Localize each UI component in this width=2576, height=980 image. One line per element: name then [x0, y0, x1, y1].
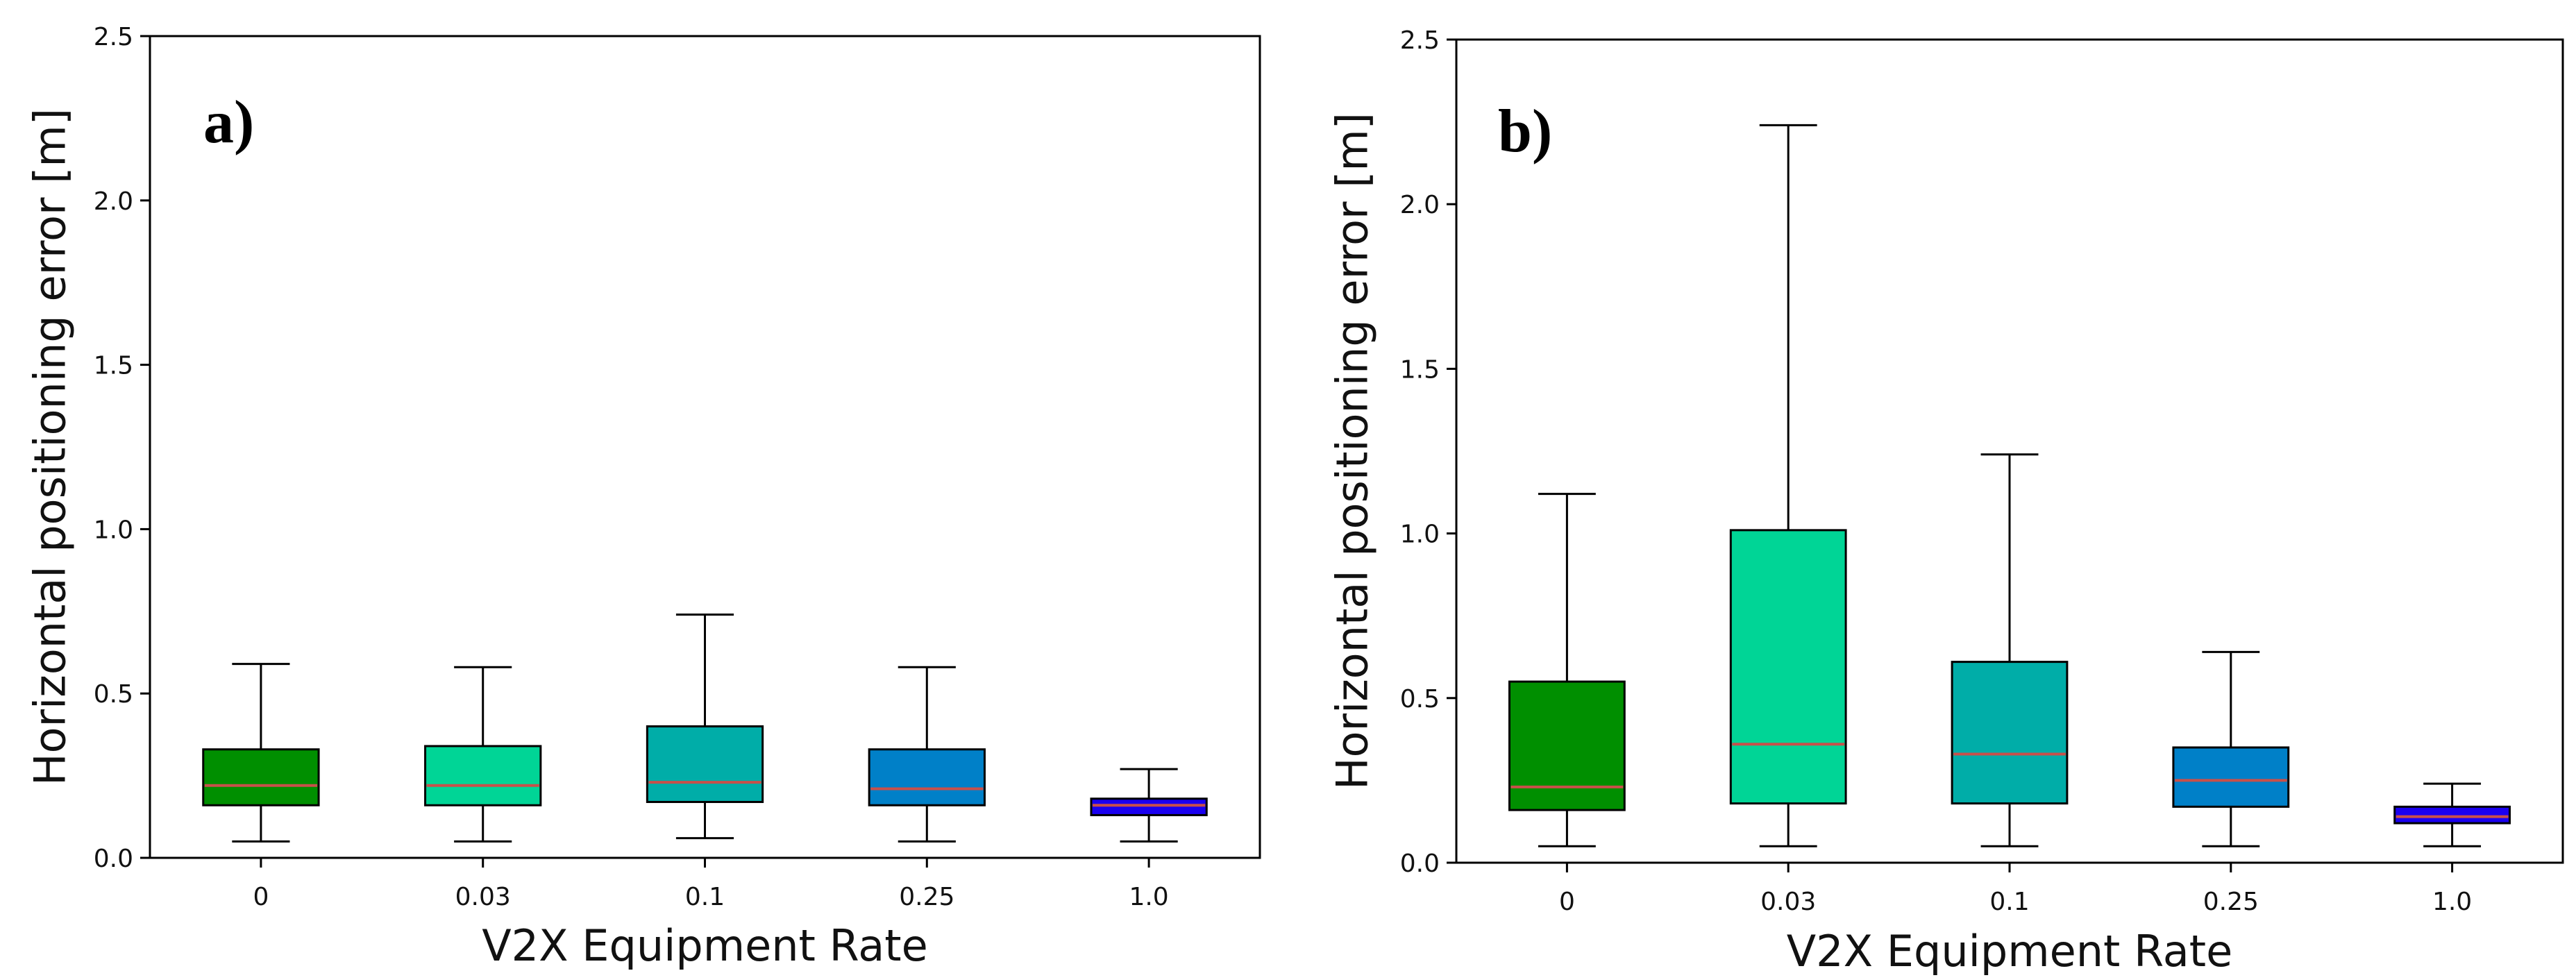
x-axis-label: V2X Equipment Rate — [1787, 926, 2232, 977]
box-0 — [1508, 493, 1626, 847]
box-marks — [202, 614, 1208, 843]
x-tick-label: 0.1 — [685, 883, 725, 911]
y-tick-label: 2.5 — [1400, 26, 1440, 55]
y-tick-label: 1.5 — [1400, 355, 1440, 384]
panel-label: b) — [1498, 98, 1552, 165]
box-body — [1090, 797, 1208, 816]
y-tick-label: 2.5 — [94, 23, 133, 51]
box-0.1 — [646, 614, 764, 840]
box-0.03 — [424, 666, 542, 843]
box-body — [646, 725, 764, 803]
axis-ticks: 0.0 0.5 1.0 1.5 2.0 2.5 0 0.03 0.1 0.25 1.0 — [94, 23, 1169, 911]
y-tick-label: 1.5 — [94, 352, 133, 380]
box-body — [2393, 805, 2511, 825]
y-tick-label: 0.0 — [94, 845, 133, 873]
box-body — [1729, 529, 1847, 805]
axis-ticks: 0.0 0.5 1.0 1.5 2.0 2.5 0 0.03 0.1 0.25 1.0 — [1400, 26, 2472, 916]
panel-label: a) — [203, 89, 254, 156]
y-tick-label: 0.5 — [94, 680, 133, 709]
box-0.25 — [868, 666, 986, 843]
box-body — [424, 745, 542, 806]
box-body — [868, 748, 986, 806]
x-tick-label: 0.1 — [1989, 888, 2029, 916]
box-body — [2172, 746, 2290, 808]
box-0.25 — [2172, 650, 2290, 847]
x-tick-label: 0.25 — [899, 883, 954, 911]
y-tick-label: 2.0 — [94, 187, 133, 216]
box-0 — [202, 663, 320, 843]
chart-panel-b: 0.0 0.5 1.0 1.5 2.0 2.5 0 0.03 0.1 0.25 1.0 b) V2X… — [1327, 26, 2564, 977]
x-tick-label: 0.25 — [2203, 888, 2259, 916]
x-tick-label: 0 — [1559, 888, 1575, 916]
y-tick-label: 1.0 — [94, 516, 133, 544]
y-axis-label: Horizontal positioning error [m] — [1327, 112, 1378, 790]
y-tick-label: 0.0 — [1400, 850, 1440, 878]
y-tick-label: 0.5 — [1400, 685, 1440, 713]
x-axis-label: V2X Equipment Rate — [482, 920, 927, 971]
box-1.0 — [1090, 768, 1208, 843]
box-1.0 — [2393, 782, 2511, 847]
chart-panel-a: 0.0 0.5 1.0 1.5 2.0 2.5 0 0.03 0.1 0.25 1.0 a) V2X… — [25, 23, 1261, 971]
x-tick-label: 0 — [253, 883, 269, 911]
x-tick-label: 1.0 — [1129, 883, 1168, 911]
x-tick-label: 0.03 — [1760, 888, 1816, 916]
x-tick-label: 1.0 — [2432, 888, 2472, 916]
box-body — [1508, 680, 1626, 811]
box-0.1 — [1951, 453, 2069, 847]
box-marks — [1508, 124, 2511, 847]
y-tick-label: 1.0 — [1400, 521, 1440, 549]
x-tick-label: 0.03 — [455, 883, 511, 911]
box-body — [1951, 661, 2069, 805]
box-0.03 — [1729, 124, 1847, 847]
box-body — [202, 748, 320, 806]
y-axis-label: Horizontal positioning error [m] — [25, 108, 76, 786]
y-tick-label: 2.0 — [1400, 191, 1440, 219]
